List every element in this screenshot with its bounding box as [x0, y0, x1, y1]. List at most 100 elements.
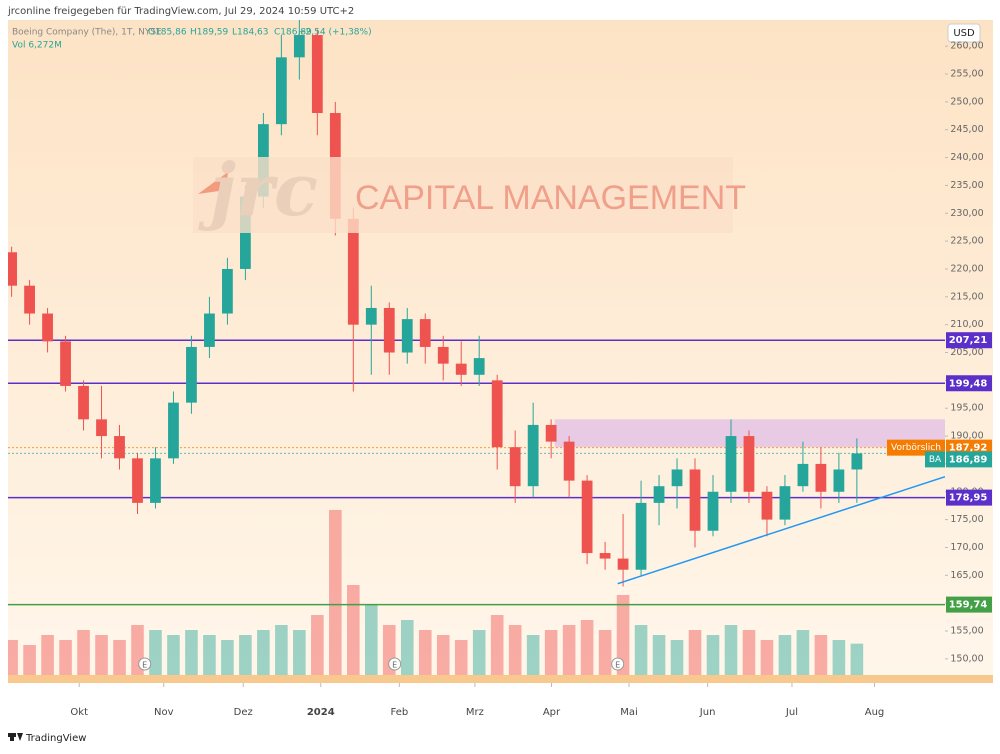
volume-bar [275, 625, 288, 675]
candle-body [24, 285, 35, 314]
candle-body [689, 469, 701, 531]
candle-body [293, 35, 305, 58]
volume-bar [257, 630, 270, 675]
earnings-label: E [392, 661, 397, 670]
candle-body [725, 436, 737, 492]
candle-body [275, 57, 287, 125]
y-tick-label: 155,00 [950, 625, 983, 636]
candle-body [347, 218, 359, 325]
volume-bar [311, 615, 324, 675]
level-tag [946, 332, 992, 349]
volume-bar [490, 615, 504, 675]
volume-bar [742, 630, 756, 675]
y-tick-label: 210,00 [950, 319, 983, 330]
last-tag [946, 451, 992, 468]
y-tick-label: 195,00 [950, 403, 983, 414]
volume-bar [616, 595, 630, 675]
volume-bar [41, 635, 54, 675]
trendline [617, 476, 945, 585]
y-tick-label: 245,00 [950, 124, 983, 135]
premarket-name: Vorbörslich [891, 443, 941, 453]
candle-body [509, 447, 521, 487]
legend: Boeing Company (The), 1T, NYSE O185,86 H… [12, 28, 372, 51]
low: L184,63 [232, 28, 269, 38]
candle-body [671, 469, 683, 487]
level-tag [946, 375, 992, 392]
candle-body [653, 486, 665, 503]
y-tick-label: 190,00 [950, 431, 983, 442]
volume-bar [562, 625, 576, 675]
premarket-label: 187,92 [949, 443, 988, 454]
volume-bar [203, 635, 216, 675]
x-tick-label: Jul [785, 707, 798, 718]
tv-logo [8, 733, 23, 741]
x-tick-label: 2024 [307, 707, 335, 718]
change: +2,54 (+1,38%) [298, 28, 372, 38]
y-tick-label: 175,00 [950, 514, 983, 525]
bottom-strip [8, 675, 993, 683]
volume-bar [418, 630, 432, 675]
volume-bar [760, 640, 774, 675]
currency: USD [953, 28, 975, 39]
volume-bar [23, 645, 36, 675]
level-tag [946, 596, 992, 613]
volume-bar [59, 640, 72, 675]
volume-bar [364, 605, 378, 675]
watermark-logo: jrc [198, 147, 318, 232]
y-tick-label: 240,00 [950, 152, 983, 163]
footer-brand: TradingView [25, 733, 86, 744]
volume-bar [77, 630, 90, 675]
symbol: Boeing Company (The), 1T, NYSE [12, 28, 162, 38]
volume-bar [239, 635, 252, 675]
volume-bar [670, 640, 684, 675]
x-tick-label: Nov [154, 707, 174, 718]
candle-body [833, 469, 845, 492]
volume-bar [508, 625, 522, 675]
candle-body [491, 380, 503, 448]
candle-body [617, 558, 629, 570]
volume-bar [526, 635, 540, 675]
x-tick-label: Jun [699, 707, 716, 718]
x-tick-label: Okt [70, 707, 88, 718]
candle-body [455, 363, 467, 375]
volume-bar [329, 510, 342, 675]
level-label: 207,21 [949, 335, 988, 346]
currency-button[interactable] [947, 23, 981, 43]
volume-bar [454, 640, 468, 675]
x-tick-label: Dez [234, 707, 253, 718]
y-tick-label: 250,00 [950, 96, 983, 107]
volume-bar [221, 640, 234, 675]
candle-body [60, 341, 71, 386]
axes: 150,00155,00160,00165,00170,00175,00180,… [70, 41, 992, 718]
level-label: 178,95 [949, 493, 988, 504]
candle-body [168, 402, 179, 459]
y-tick-label: 230,00 [950, 208, 983, 219]
earnings-label: E [615, 661, 620, 670]
candle-body [545, 424, 557, 442]
candle-body [437, 346, 449, 364]
candle-body [527, 424, 539, 487]
candle-body [419, 319, 431, 347]
y-tick-label: 150,00 [950, 653, 983, 664]
volume-bar [544, 630, 558, 675]
y-tick-label: 215,00 [950, 291, 983, 302]
volume-bar [724, 625, 738, 675]
volume-bar [706, 635, 720, 675]
volume-bar [778, 635, 792, 675]
y-tick-label: 225,00 [950, 236, 983, 247]
volume-bar [580, 620, 594, 675]
candle-body [473, 358, 485, 375]
volume-bar [293, 630, 306, 675]
candle-body [563, 441, 575, 481]
candle-body [815, 463, 827, 492]
last-name-tag [925, 451, 945, 468]
close: C186,89 [274, 28, 312, 38]
volume-bar [113, 640, 126, 675]
candle-body [204, 313, 215, 347]
shared-by: jrconline freigegeben für TradingView.co… [7, 6, 354, 17]
candle-body [761, 491, 773, 520]
watermark-icon [198, 172, 228, 194]
volume-bar [8, 640, 18, 675]
candle-body [707, 491, 719, 531]
